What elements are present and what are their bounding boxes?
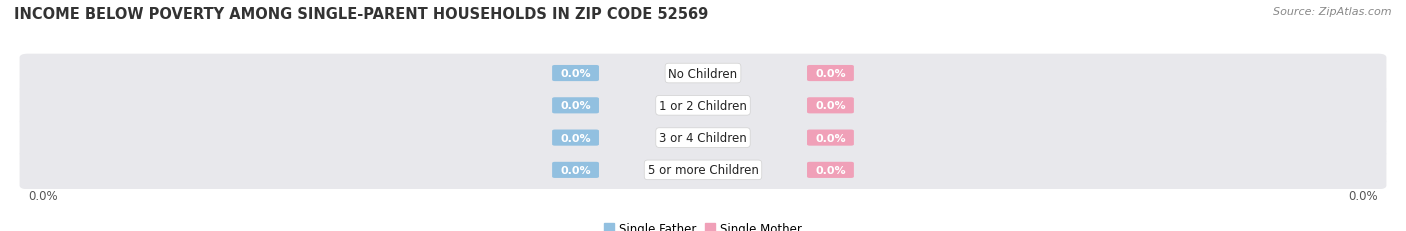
FancyBboxPatch shape <box>20 151 1386 189</box>
Text: 0.0%: 0.0% <box>815 101 846 111</box>
Text: Source: ZipAtlas.com: Source: ZipAtlas.com <box>1274 7 1392 17</box>
FancyBboxPatch shape <box>20 87 1386 125</box>
FancyBboxPatch shape <box>807 66 853 82</box>
Text: 0.0%: 0.0% <box>28 189 58 202</box>
Text: 0.0%: 0.0% <box>560 133 591 143</box>
Text: 3 or 4 Children: 3 or 4 Children <box>659 131 747 144</box>
Text: INCOME BELOW POVERTY AMONG SINGLE-PARENT HOUSEHOLDS IN ZIP CODE 52569: INCOME BELOW POVERTY AMONG SINGLE-PARENT… <box>14 7 709 22</box>
FancyBboxPatch shape <box>553 66 599 82</box>
FancyBboxPatch shape <box>20 55 1386 93</box>
Text: 1 or 2 Children: 1 or 2 Children <box>659 99 747 112</box>
Text: 0.0%: 0.0% <box>560 165 591 175</box>
Text: 0.0%: 0.0% <box>815 133 846 143</box>
Text: 0.0%: 0.0% <box>560 101 591 111</box>
FancyBboxPatch shape <box>807 98 853 114</box>
Text: 5 or more Children: 5 or more Children <box>648 164 758 177</box>
Text: 0.0%: 0.0% <box>560 69 591 79</box>
Text: 0.0%: 0.0% <box>815 165 846 175</box>
FancyBboxPatch shape <box>807 130 853 146</box>
FancyBboxPatch shape <box>20 119 1386 157</box>
Legend: Single Father, Single Mother: Single Father, Single Mother <box>600 217 806 231</box>
FancyBboxPatch shape <box>807 162 853 178</box>
FancyBboxPatch shape <box>553 162 599 178</box>
Text: 0.0%: 0.0% <box>1348 189 1378 202</box>
FancyBboxPatch shape <box>553 98 599 114</box>
Text: No Children: No Children <box>668 67 738 80</box>
Text: 0.0%: 0.0% <box>815 69 846 79</box>
FancyBboxPatch shape <box>553 130 599 146</box>
